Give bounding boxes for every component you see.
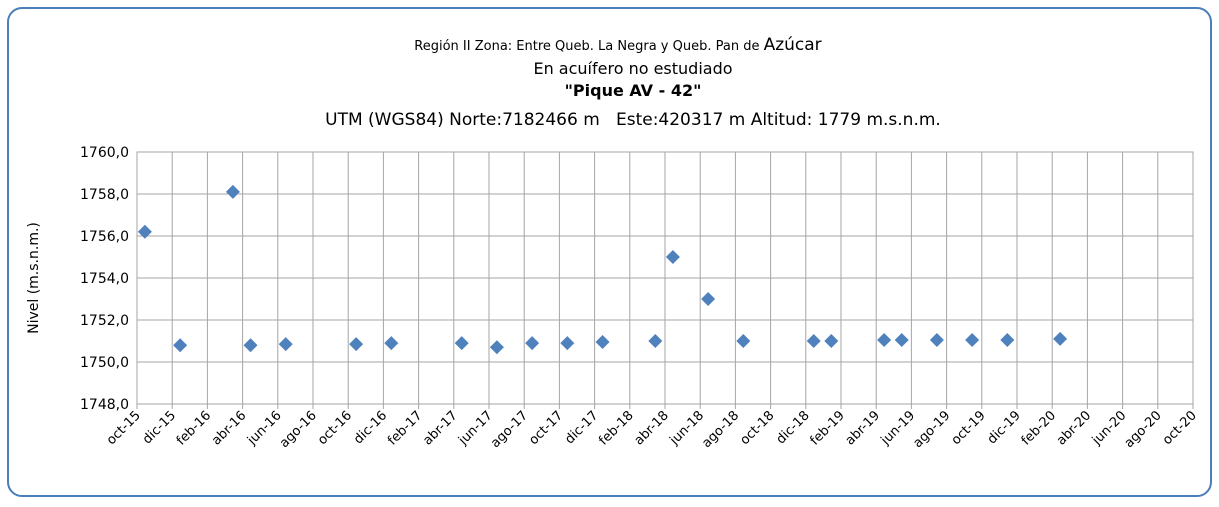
data-point — [877, 332, 892, 347]
y-tick-label: 1750,0 — [80, 355, 129, 371]
data-point — [525, 336, 540, 351]
y-tick-label: 1760,0 — [80, 145, 129, 161]
data-point — [278, 337, 293, 352]
well-name: "Pique AV - 42" — [565, 81, 702, 100]
y-tick-label: 1756,0 — [80, 229, 129, 245]
data-point — [665, 250, 680, 264]
data-point — [173, 338, 188, 353]
y-tick-label: 1754,0 — [80, 271, 129, 287]
chart-border — [7, 7, 1212, 497]
location: UTM (WGS84) Norte:7182466 m Este:420317 … — [325, 110, 941, 130]
data-point — [824, 334, 839, 348]
y-tick-label: 1758,0 — [80, 187, 129, 203]
chart-title: Región II Zona: Entre Queb. La Negra y Q… — [414, 35, 821, 55]
data-point — [349, 337, 364, 352]
data-point — [929, 332, 944, 347]
data-point — [648, 334, 663, 348]
data-point — [701, 292, 716, 306]
data-point — [894, 332, 909, 347]
chart-subtitle: En acuífero no estudiado — [533, 59, 732, 78]
data-point — [454, 336, 469, 351]
y-axis-label: Nivel (m.s.n.m.) — [26, 222, 42, 334]
data-point — [489, 340, 504, 355]
data-point — [560, 336, 575, 351]
y-tick-label: 1752,0 — [80, 313, 129, 329]
data-point — [595, 335, 610, 350]
data-point — [1053, 331, 1068, 346]
data-point — [736, 334, 751, 348]
data-point — [243, 338, 258, 353]
data-point — [806, 334, 821, 348]
data-point — [384, 336, 399, 351]
data-point — [1000, 332, 1015, 347]
data-point — [225, 184, 240, 199]
y-tick-label: 1748,0 — [80, 397, 129, 413]
data-point — [965, 332, 980, 347]
data-point — [137, 224, 152, 239]
